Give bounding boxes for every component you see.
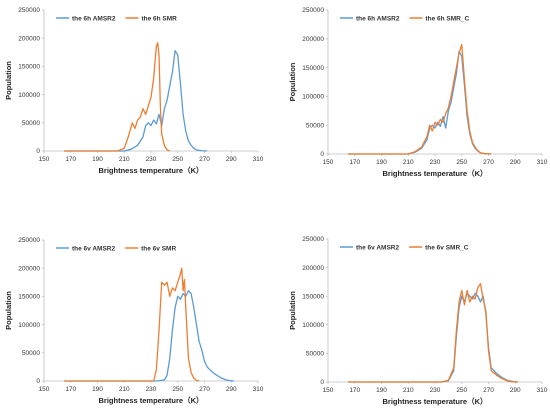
x-axis-title: Brightness temperature（K） — [382, 396, 487, 406]
chart-panel-1: 0 50000 100000 150000 200000 250000 150 170 190 2… — [4, 7, 264, 175]
y-axis-title: Population — [288, 291, 297, 330]
x-tick-label: 290 — [226, 156, 237, 163]
chart-panel-4: 0 50000 100000 150000 200000 250000 150 170 190 2… — [288, 236, 548, 406]
y-tick-label: 200000 — [18, 265, 40, 272]
y-tick-label: 200000 — [302, 36, 324, 43]
y-axis-title: Population — [4, 61, 13, 100]
x-tick-label: 270 — [199, 386, 210, 393]
y-tick-label: 250000 — [302, 7, 324, 14]
legend-label-2: the 6v SMR — [141, 245, 176, 252]
y-tick-label: 50000 — [306, 122, 324, 129]
y-axis-title: Population — [4, 291, 13, 330]
legend-label-1: the 6v AMSR2 — [356, 244, 399, 251]
y-axis-title: Population — [288, 62, 297, 101]
x-tick-label: 270 — [483, 387, 494, 394]
legend-label-2: the 6h SMR_C — [425, 15, 469, 22]
x-tick-label: 150 — [39, 156, 50, 163]
x-tick-label: 310 — [537, 387, 548, 394]
x-tick-label: 210 — [119, 156, 130, 163]
series-line-1 — [64, 49, 208, 152]
x-tick-label: 310 — [253, 156, 264, 163]
x-tick-label: 190 — [92, 156, 103, 163]
x-tick-label: 170 — [65, 156, 76, 163]
x-tick-label: 150 — [323, 159, 334, 166]
legend-label-2: the 6h SMR — [141, 15, 177, 22]
x-tick-label: 230 — [430, 159, 441, 166]
chart-panel-2: 0 50000 100000 150000 200000 250000 150 170 190 2… — [288, 7, 548, 178]
x-tick-label: 290 — [510, 387, 521, 394]
x-tick-label: 250 — [172, 386, 183, 393]
series-line-2 — [64, 42, 170, 152]
y-tick-label: 200000 — [302, 265, 324, 272]
x-tick-label: 230 — [146, 156, 157, 163]
series-line-2 — [348, 282, 518, 383]
series-line-1 — [64, 290, 234, 382]
y-tick-label: 100000 — [18, 92, 40, 99]
y-tick-label: 150000 — [18, 64, 40, 71]
y-tick-label: 0 — [36, 148, 40, 155]
y-tick-label: 100000 — [302, 322, 324, 329]
x-tick-label: 210 — [403, 387, 414, 394]
x-tick-label: 250 — [456, 159, 467, 166]
x-tick-label: 170 — [349, 159, 360, 166]
y-tick-label: 150000 — [302, 65, 324, 72]
x-tick-label: 210 — [119, 386, 130, 393]
legend-label-1: the 6v AMSR2 — [72, 245, 115, 252]
y-tick-label: 250000 — [302, 236, 324, 243]
x-tick-label: 170 — [349, 387, 360, 394]
x-tick-label: 270 — [483, 159, 494, 166]
legend-label-1: the 6h AMSR2 — [72, 15, 116, 22]
legend-label-1: the 6h AMSR2 — [356, 15, 400, 22]
x-tick-label: 310 — [537, 159, 548, 166]
y-tick-label: 150000 — [18, 294, 40, 301]
x-tick-label: 150 — [323, 387, 334, 394]
y-tick-label: 150000 — [302, 293, 324, 300]
y-tick-label: 100000 — [18, 322, 40, 329]
y-tick-label: 50000 — [306, 351, 324, 358]
x-tick-label: 270 — [199, 156, 210, 163]
x-tick-label: 230 — [430, 387, 441, 394]
y-tick-label: 0 — [320, 379, 324, 386]
y-tick-label: 0 — [320, 151, 324, 158]
x-tick-label: 290 — [510, 159, 521, 166]
x-tick-label: 190 — [376, 387, 387, 394]
legend-label-2: the 6v SMR_C — [425, 244, 469, 251]
series-line-1 — [348, 292, 518, 383]
x-tick-label: 150 — [39, 386, 50, 393]
x-tick-label: 190 — [376, 159, 387, 166]
x-tick-label: 290 — [226, 386, 237, 393]
x-axis-title: Brightness temperature（K） — [382, 168, 487, 178]
x-tick-label: 230 — [146, 386, 157, 393]
series-line-2 — [64, 267, 200, 382]
x-axis-title: Brightness temperature（K） — [98, 395, 203, 405]
y-tick-label: 100000 — [302, 94, 324, 101]
y-tick-label: 250000 — [18, 7, 40, 14]
x-tick-label: 250 — [172, 156, 183, 163]
x-tick-label: 190 — [92, 386, 103, 393]
chart-panel-3: 0 50000 100000 150000 200000 250000 150 170 190 2… — [4, 237, 264, 405]
x-tick-label: 210 — [403, 159, 414, 166]
x-tick-label: 310 — [253, 386, 264, 393]
series-line-1 — [348, 50, 492, 155]
y-tick-label: 50000 — [22, 120, 40, 127]
x-axis-title: Brightness temperature（K） — [98, 165, 203, 175]
x-tick-label: 170 — [65, 386, 76, 393]
x-tick-label: 250 — [456, 387, 467, 394]
y-tick-label: 0 — [36, 378, 40, 385]
y-tick-label: 250000 — [18, 237, 40, 244]
y-tick-label: 50000 — [22, 350, 40, 357]
y-tick-label: 200000 — [18, 35, 40, 42]
series-line-2 — [348, 43, 492, 155]
